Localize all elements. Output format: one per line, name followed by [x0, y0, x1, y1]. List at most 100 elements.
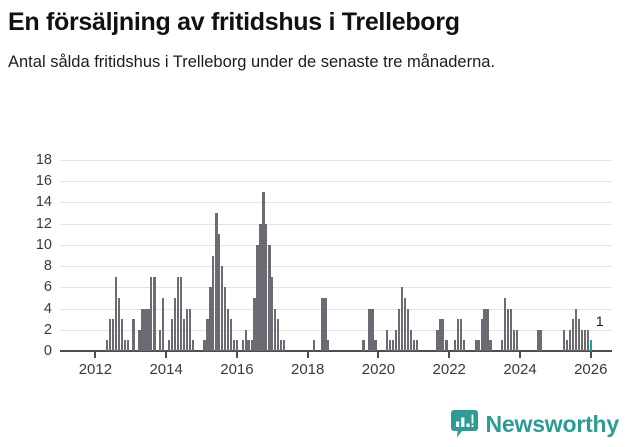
y-axis-labels: 0 2 4 6 8 10 12 14 16 18	[0, 153, 52, 358]
gridline-4	[60, 308, 612, 310]
bar	[229, 319, 233, 351]
bar	[277, 319, 280, 351]
bar	[327, 340, 330, 351]
bar	[162, 297, 165, 351]
bar	[232, 340, 236, 351]
bar	[141, 308, 144, 351]
y-tick-label-12: 12	[35, 215, 52, 232]
y-tick-label-8: 8	[43, 258, 52, 275]
y-tick-label-14: 14	[35, 194, 52, 211]
bar	[516, 329, 519, 351]
y-tick-label-4: 4	[43, 300, 52, 317]
newsworthy-logo: Newsworthy	[450, 410, 620, 438]
bar	[442, 319, 445, 351]
bar	[445, 340, 448, 351]
bar	[503, 297, 507, 351]
newsworthy-logo-text: Newsworthy	[485, 410, 620, 437]
bar	[247, 340, 250, 351]
bar	[224, 287, 227, 351]
bar	[179, 276, 183, 351]
gridline-12	[60, 223, 612, 225]
bar	[415, 340, 418, 351]
bar	[401, 287, 404, 351]
bar	[321, 297, 324, 351]
bar	[412, 340, 415, 351]
bar	[510, 308, 513, 351]
bar	[259, 223, 262, 351]
bar	[235, 340, 239, 351]
bar	[388, 340, 392, 351]
bar	[212, 255, 215, 351]
bar	[153, 276, 156, 351]
gridline-2	[60, 329, 612, 331]
bar-series	[60, 160, 612, 351]
chart-footer: Newsworthy	[0, 406, 631, 447]
bar	[436, 329, 439, 351]
chart-plot-area: 0 2 4 6 8 10 12 14 16 18 1 2012 2014 2016 2018 2020 20…	[0, 148, 631, 398]
bar	[158, 329, 162, 351]
chart-subtitle: Antal sålda fritidshus i Trelleborg unde…	[8, 52, 496, 71]
bar	[215, 213, 218, 351]
bar	[439, 319, 442, 351]
bar	[397, 308, 401, 351]
bar	[273, 308, 277, 351]
bar-chart-speech-bubble-icon	[450, 410, 478, 438]
bar	[185, 308, 188, 351]
bar	[126, 340, 130, 351]
bar	[114, 276, 118, 351]
x-tick-label-2014: 2014	[149, 361, 183, 378]
bar	[536, 329, 539, 351]
bar	[209, 287, 212, 351]
y-tick-label-18: 18	[35, 152, 52, 168]
y-tick-label-0: 0	[43, 343, 52, 359]
bar	[571, 319, 575, 351]
gridline-0	[60, 350, 612, 352]
bar	[403, 297, 407, 351]
bar	[574, 308, 578, 351]
bar	[111, 319, 115, 351]
plot-canvas: 1	[60, 160, 612, 352]
y-tick-label-6: 6	[43, 279, 52, 296]
gridline-14	[60, 202, 612, 204]
gridline-18	[60, 160, 612, 161]
chart-page: En försäljning av fritidshus i Trellebor…	[0, 8, 631, 447]
bar-highlighted	[589, 340, 592, 351]
x-tick-label-2016: 2016	[220, 361, 254, 378]
x-tick-mark-2026	[589, 351, 592, 358]
bar	[268, 244, 271, 351]
bar	[120, 319, 124, 351]
bar	[480, 319, 483, 351]
x-axis: 2012 2014 2016 2018 2020 2022 2024 2026	[60, 351, 612, 391]
gridline-16	[60, 181, 612, 183]
bar	[371, 308, 374, 351]
bar	[262, 191, 265, 351]
bar	[324, 297, 327, 351]
bar	[132, 319, 135, 351]
gridline-6	[60, 287, 612, 289]
bar	[253, 297, 256, 351]
bar	[220, 266, 224, 351]
x-tick-label-2012: 2012	[78, 361, 113, 378]
x-tick-mark-2020	[377, 351, 380, 358]
bar	[241, 340, 245, 351]
bar	[577, 319, 581, 351]
bar	[203, 340, 206, 351]
bar	[138, 329, 141, 351]
bar	[539, 329, 542, 351]
bar	[265, 223, 268, 351]
bar	[182, 319, 185, 351]
x-tick-mark-2014	[165, 351, 168, 358]
bar	[218, 234, 221, 351]
bar	[271, 276, 274, 351]
y-tick-label-2: 2	[43, 321, 52, 338]
bar	[280, 340, 283, 351]
x-tick-mark-2018	[306, 351, 309, 358]
bar	[462, 340, 466, 351]
x-tick-mark-2022	[448, 351, 451, 358]
bar	[395, 329, 398, 351]
bar	[477, 340, 480, 351]
bar	[109, 319, 112, 351]
bar	[150, 276, 153, 351]
x-tick-label-2022: 2022	[432, 361, 466, 378]
bar	[459, 319, 463, 351]
